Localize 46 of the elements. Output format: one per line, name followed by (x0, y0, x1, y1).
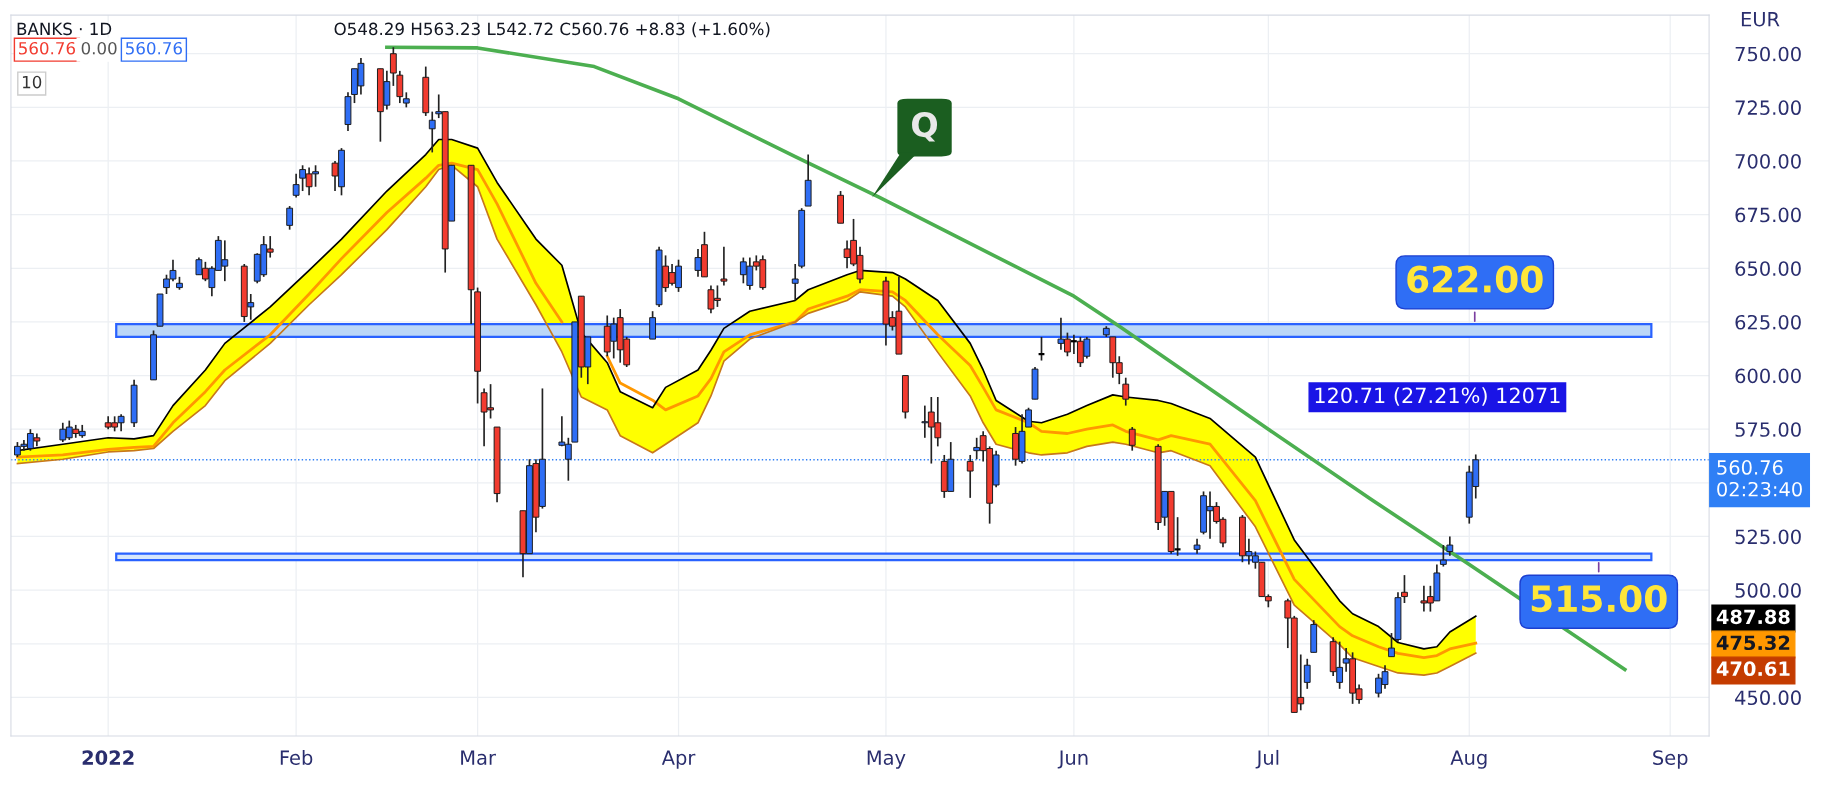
annotation: 560.76 (126, 41, 182, 55)
candlestick (720, 245, 728, 287)
x-tick-label: Jun (1057, 750, 1088, 769)
x-tick-label: Apr (661, 750, 696, 769)
annotation: 10 (22, 75, 42, 89)
annotation: 0.00 (81, 41, 117, 55)
candlestick (286, 205, 294, 231)
candlestick (292, 173, 300, 199)
annotation: 560.76 (19, 41, 75, 55)
y-tick-label: 650.00 (1735, 261, 1801, 276)
ref-line-label: 560.76 02:23:40 (1717, 460, 1802, 497)
y-tick-label: 450.00 (1735, 690, 1801, 706)
candlestick (1122, 376, 1130, 407)
chart-subtitle: O548.29 H563.23 L542.72 C560.76 +8.83 (+1.60%) (334, 22, 770, 38)
text: 475.32 (1716, 635, 1790, 651)
y-tick-label: 700.00 (1735, 153, 1801, 169)
x-tick-label: Aug (1450, 750, 1487, 769)
y-tick-label: 675.00 (1735, 207, 1801, 223)
y-axis-title: EUR (1741, 12, 1780, 27)
y-tick-label: 750.00 (1735, 46, 1801, 62)
x-tick-label: Mar (461, 750, 496, 765)
candlestick (791, 263, 799, 302)
y-tick-label: 525.00 (1735, 529, 1801, 545)
candlestick (1388, 632, 1395, 658)
candlestick (428, 110, 436, 154)
candlestick (966, 454, 974, 499)
text: 470.61 (1716, 661, 1790, 677)
x-tick-label: Feb (280, 749, 313, 765)
band-label: 622.00 (1407, 265, 1543, 293)
candlestick (1303, 657, 1311, 690)
annotation: Q (912, 112, 938, 142)
x-tick-label: Sep (1653, 750, 1688, 769)
x-tick-label: May (867, 750, 906, 769)
y-tick-label: 575.00 (1735, 422, 1801, 437)
candlestick (1025, 406, 1032, 428)
y-tick-label: 600.00 (1735, 368, 1801, 384)
x-tick-label: 2022 (82, 750, 134, 765)
candlestick (1128, 426, 1136, 452)
text: 487.88 (1716, 609, 1790, 625)
chart-title: BANKS · 1D (17, 22, 112, 36)
annotation: 120.71 (27.21%) 12071 (1315, 387, 1560, 406)
y-tick-label: 625.00 (1735, 314, 1801, 330)
y-tick-label: 725.00 (1735, 100, 1801, 116)
band-label: 515.00 (1531, 584, 1667, 613)
y-tick-label: 500.00 (1735, 583, 1801, 598)
x-tick-label: Jul (1255, 749, 1279, 769)
